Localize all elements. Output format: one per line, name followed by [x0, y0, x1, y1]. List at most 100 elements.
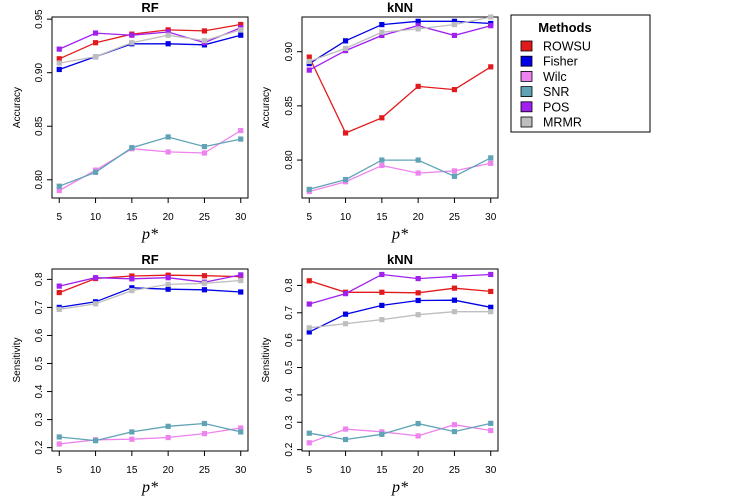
chart-title: RF: [141, 0, 158, 15]
data-point-rowsu: [306, 54, 312, 60]
data-point-rowsu: [451, 285, 458, 291]
data-point-pos: [342, 291, 349, 297]
data-point-fisher: [165, 286, 171, 292]
data-point-pos: [306, 67, 312, 73]
data-point-mrmr: [451, 21, 458, 28]
data-point-pos: [56, 46, 62, 52]
data-point-snr: [415, 157, 421, 163]
data-point-fisher: [451, 297, 458, 303]
data-point-pos: [306, 301, 312, 307]
data-point-rowsu: [129, 273, 135, 279]
chart-title: kNN: [387, 252, 413, 267]
data-point-fisher: [379, 21, 385, 28]
data-point-pos: [415, 275, 421, 282]
data-point-wilc: [201, 431, 208, 437]
y-tick-label: 0.7: [34, 300, 45, 314]
legend-label-mrmr: MRMR: [543, 116, 582, 130]
data-point-wilc: [379, 162, 385, 169]
data-point-snr: [129, 145, 135, 151]
data-point-pos: [451, 273, 458, 279]
data-point-rowsu: [488, 288, 494, 295]
series-line-pos: [59, 274, 241, 287]
y-tick-label: 0.6: [284, 333, 295, 347]
data-point-rowsu: [92, 40, 99, 46]
y-tick-label: 0.5: [284, 360, 295, 374]
x-tick-label: 15: [376, 465, 388, 476]
data-point-mrmr: [306, 58, 312, 65]
x-tick-label: 30: [485, 212, 497, 223]
y-axis-label: Sensitivity: [12, 337, 23, 382]
x-tick-label: 5: [56, 212, 62, 223]
y-tick-label: 0.4: [284, 388, 295, 402]
data-point-fisher: [238, 32, 244, 38]
data-point-mrmr: [165, 32, 171, 38]
x-tick-label: 10: [90, 465, 102, 476]
y-axis-label: Accuracy: [261, 87, 272, 128]
data-point-snr: [488, 420, 494, 426]
x-axis-label: p*: [391, 479, 408, 496]
data-point-wilc: [306, 440, 312, 446]
legend-label-fisher: Fisher: [543, 55, 578, 69]
data-point-pos: [165, 29, 171, 35]
data-point-snr: [306, 430, 312, 436]
data-point-snr: [415, 421, 421, 427]
x-tick-label: 5: [56, 465, 62, 476]
data-point-snr: [56, 434, 62, 440]
data-point-pos: [129, 32, 135, 38]
data-point-pos: [415, 23, 421, 29]
x-tick-label: 10: [340, 465, 352, 476]
data-point-wilc: [415, 170, 421, 176]
legend-swatch-snr: [520, 86, 533, 97]
data-point-pos: [92, 275, 99, 281]
series-line-wilc: [309, 424, 491, 444]
data-point-wilc: [165, 149, 171, 155]
y-tick-label: 0.80: [34, 170, 45, 190]
data-point-wilc: [238, 425, 244, 431]
data-point-fisher: [306, 329, 312, 335]
series-line-wilc: [309, 162, 491, 193]
y-tick-label: 0.85: [34, 116, 45, 136]
data-point-snr: [238, 429, 244, 435]
y-tick-label: 0.3: [34, 412, 45, 426]
data-point-fisher: [379, 302, 385, 308]
data-point-mrmr: [451, 309, 458, 315]
x-tick-label: 10: [340, 212, 352, 223]
series-line-snr: [59, 136, 241, 187]
y-tick-label: 0.95: [34, 9, 45, 29]
x-tick-label: 25: [449, 465, 461, 476]
chart-panel-1: RF 5 10 15 20 25 30 0.80 0.85 0.90 0.95 p* Accuracy: [12, 0, 249, 243]
data-point-snr: [451, 173, 458, 179]
data-point-mrmr: [238, 27, 244, 33]
x-tick-label: 25: [449, 212, 461, 223]
data-point-mrmr: [92, 301, 99, 307]
data-point-snr: [488, 155, 494, 161]
data-point-mrmr: [488, 14, 494, 20]
data-point-rowsu: [379, 289, 385, 295]
data-point-mrmr: [129, 287, 135, 294]
plot-frame: [51, 268, 249, 452]
data-point-fisher: [488, 304, 494, 310]
legend-title: Methods: [538, 20, 591, 35]
series-line-wilc: [58, 129, 242, 192]
data-point-snr: [451, 428, 458, 435]
data-point-fisher: [415, 297, 421, 304]
data-point-pos: [379, 271, 385, 278]
data-point-rowsu: [379, 115, 385, 121]
series-line-mrmr: [59, 279, 241, 311]
data-point-snr: [238, 136, 244, 142]
data-point-rowsu: [238, 21, 244, 28]
legend-swatch-wilc: [520, 71, 533, 82]
x-tick-label: 5: [306, 212, 312, 223]
x-tick-label: 25: [199, 465, 211, 476]
data-point-fisher: [129, 285, 135, 291]
data-point-pos: [56, 283, 62, 289]
data-point-snr: [342, 436, 349, 443]
series-line-fisher: [59, 34, 241, 71]
x-tick-label: 15: [126, 465, 138, 476]
data-point-snr: [306, 186, 312, 192]
chart-panels: RF5 10 15 20 25 300.800.850.900.95p*Accuracyk…: [12, 0, 499, 496]
series-line-fisher: [59, 287, 241, 309]
data-point-rowsu: [201, 273, 208, 279]
data-point-rowsu: [342, 130, 349, 136]
